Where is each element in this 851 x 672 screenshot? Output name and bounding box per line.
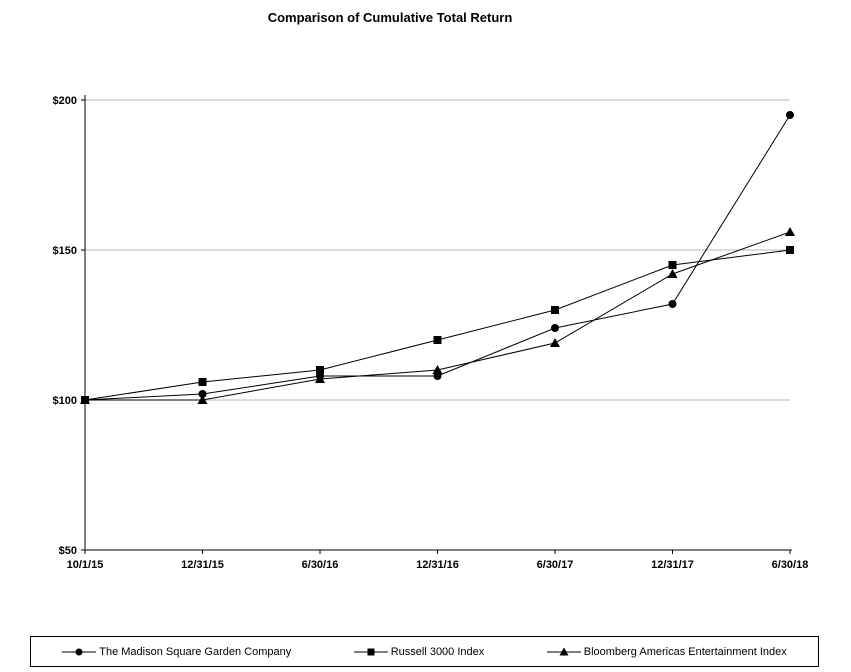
- chart-legend: The Madison Square Garden Company Russell…: [30, 636, 819, 667]
- data-marker-circle-icon: [786, 111, 794, 119]
- data-marker-triangle-icon: [667, 269, 678, 278]
- data-marker-triangle-icon: [197, 395, 208, 404]
- x-tick-label-1: 12/31/15: [181, 559, 224, 571]
- y-tick-label-150: $150: [53, 245, 77, 257]
- x-tick-label-0: 10/1/15: [67, 559, 104, 571]
- y-tick-label-100: $100: [53, 395, 77, 407]
- legend-marker-shape-0: [75, 648, 83, 655]
- data-marker-square-icon: [316, 366, 324, 374]
- x-tick-label-2: 6/30/16: [302, 559, 339, 571]
- data-marker-triangle-icon: [315, 374, 325, 383]
- x-tick-label-5: 12/31/17: [651, 559, 694, 571]
- chart-plot: $50 $100 $150 $200 10/1/15 12/31/15 6/30/16 12/…: [53, 95, 809, 571]
- data-marker-square-icon: [551, 306, 559, 314]
- legend-item-1: Russell 3000 Index: [353, 645, 485, 658]
- data-marker-square-icon: [786, 246, 794, 254]
- data-marker-triangle-icon: [785, 227, 795, 236]
- legend-marker-shape-2: [559, 647, 569, 655]
- data-marker-triangle-icon: [80, 395, 90, 404]
- y-tick-label-200: $200: [53, 95, 77, 107]
- legend-item-0: The Madison Square Garden Company: [62, 646, 291, 658]
- data-marker-triangle-icon: [550, 338, 560, 347]
- data-marker-triangle-icon: [432, 365, 443, 374]
- data-marker-square-icon: [668, 261, 677, 269]
- data-marker-circle-icon: [551, 324, 559, 332]
- chart-title: Comparison of Cumulative Total Return: [267, 10, 513, 25]
- data-marker-square-icon: [433, 336, 442, 344]
- data-marker-circle-icon: [668, 300, 677, 308]
- legend-circle-marker-icon: [62, 648, 97, 655]
- series-line-0: [84, 114, 791, 401]
- x-tick-label-6: 6/30/18: [772, 559, 809, 571]
- legend-triangle-marker-icon: [546, 647, 581, 655]
- legend-label-2: Bloomberg Americas Entertainment Index: [583, 645, 787, 658]
- legend-item-2: Bloomberg Americas Entertainment Index: [546, 645, 787, 658]
- legend-marker-shape-1: [367, 648, 375, 655]
- x-tick-label-3: 12/31/16: [416, 559, 459, 571]
- x-tick-label-4: 6/30/17: [537, 559, 574, 571]
- legend-label-0: The Madison Square Garden Company: [99, 645, 292, 658]
- legend-square-marker-icon: [353, 648, 388, 655]
- y-tick-label-50: $50: [59, 545, 77, 557]
- data-marker-circle-icon: [198, 390, 207, 398]
- legend-label-1: Russell 3000 Index: [390, 645, 485, 658]
- data-marker-square-icon: [198, 378, 207, 386]
